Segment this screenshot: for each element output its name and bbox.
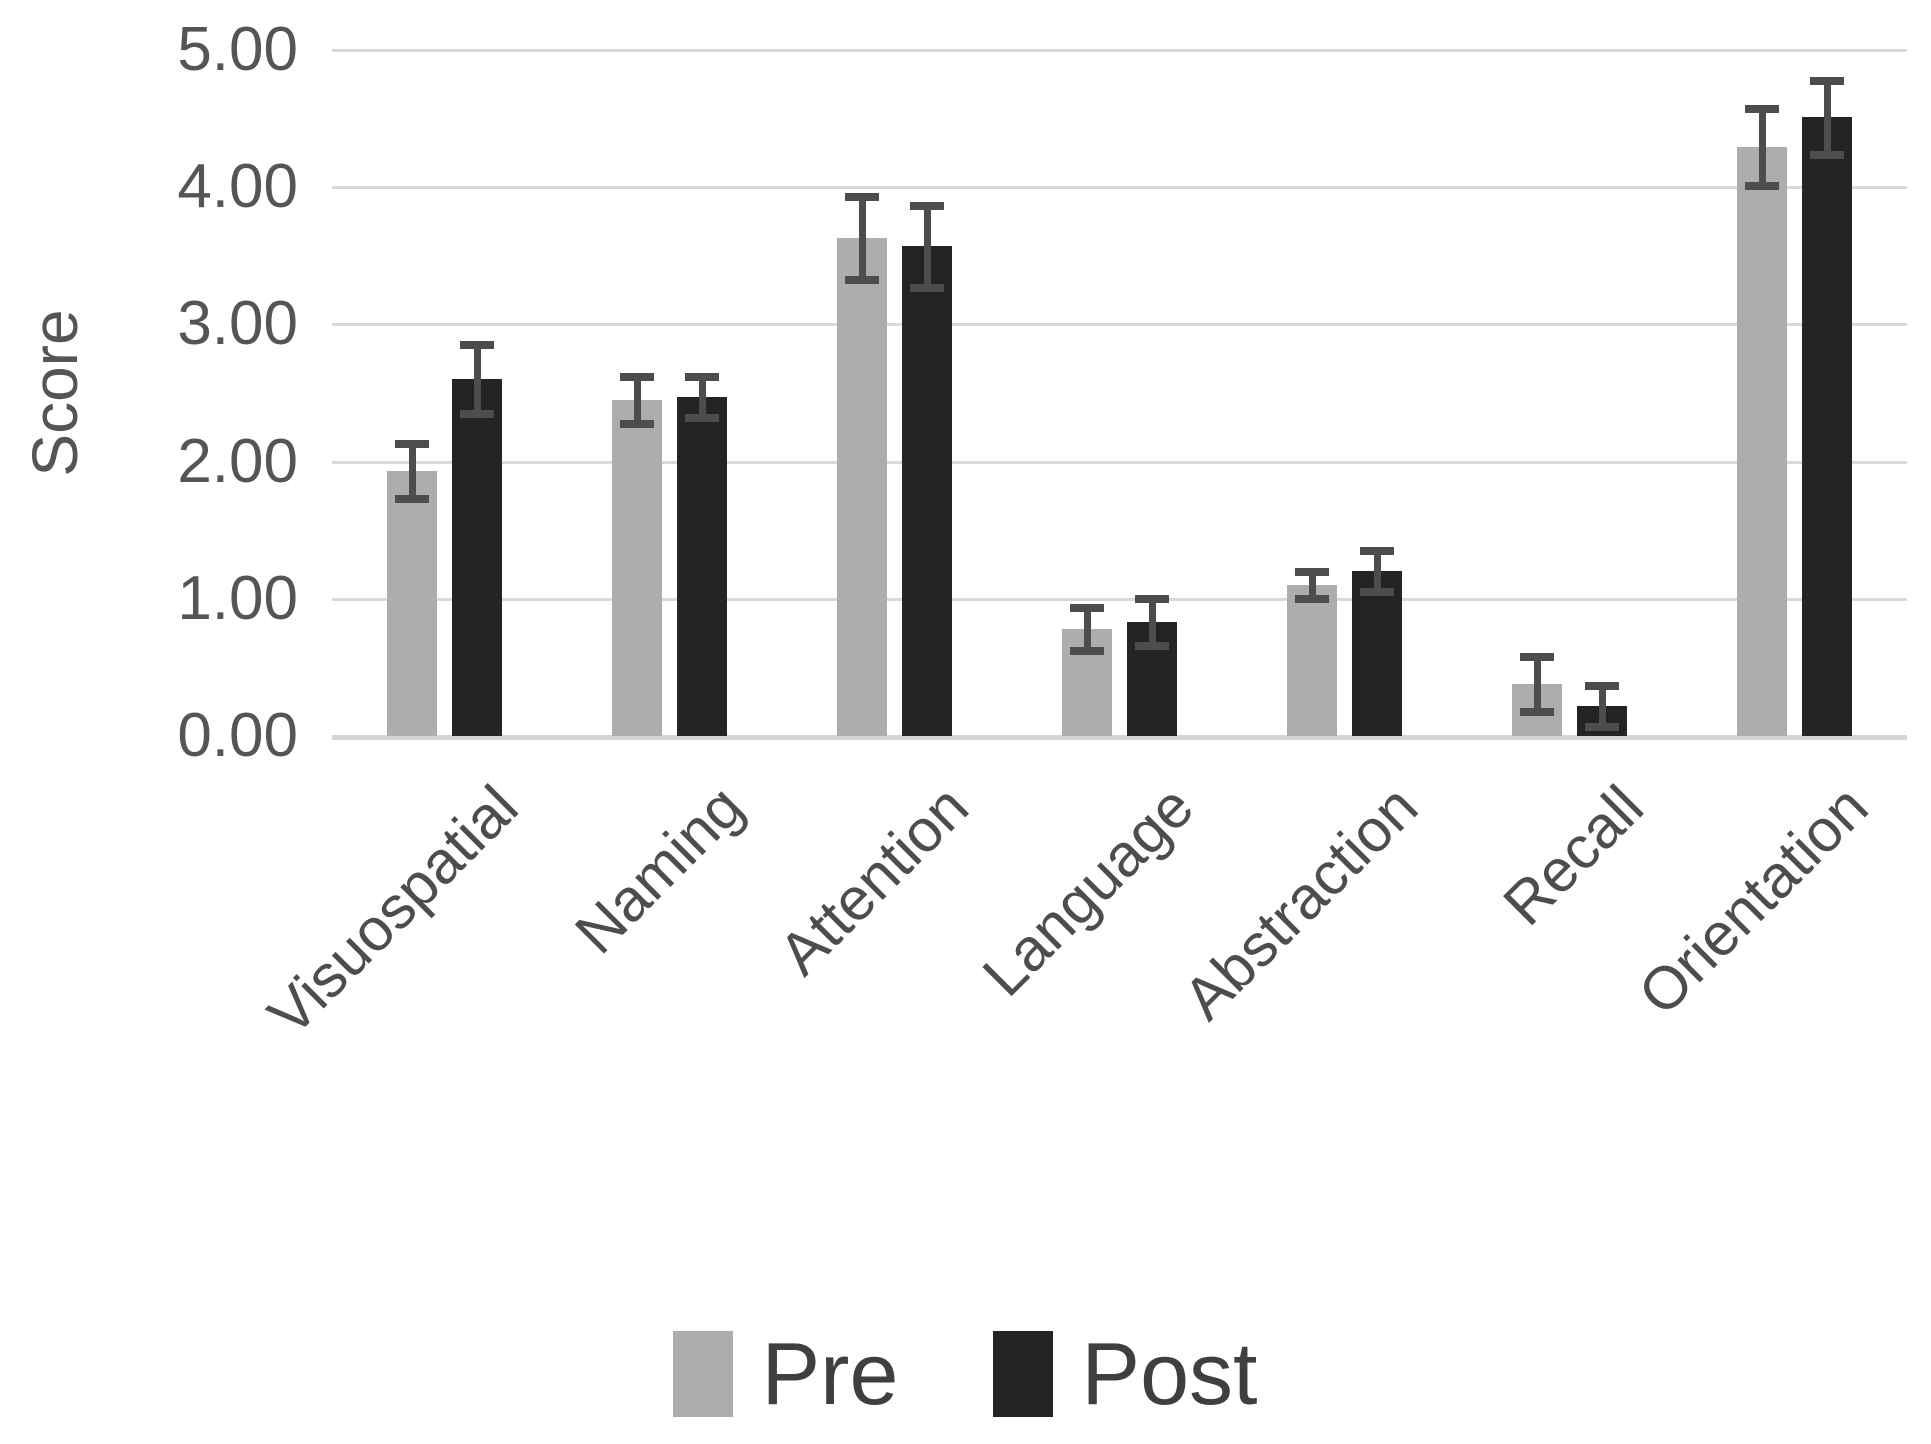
- error-bar-cap-bottom: [395, 495, 429, 504]
- y-axis-tick-labels: 5.00 4.00 3.00 2.00 1.00 0.00: [0, 19, 298, 767]
- x-axis-baseline: [332, 735, 1907, 740]
- error-bar-cap-bottom: [620, 419, 654, 428]
- bar-post-attention: [902, 246, 952, 736]
- bar-pre-naming: [612, 399, 662, 736]
- y-axis-tick-label: 2.00: [177, 426, 298, 496]
- error-bar-cap-bottom: [1585, 722, 1619, 731]
- bar-post-naming: [677, 397, 727, 736]
- plot-area: [332, 49, 1907, 740]
- error-bar-cap-top: [1585, 681, 1619, 690]
- bar-post-abstraction: [1352, 571, 1402, 736]
- x-axis-label: Orientation: [1625, 772, 1881, 1028]
- bar-pre-abstraction: [1287, 585, 1337, 736]
- error-bar-line: [1373, 550, 1381, 592]
- bar-pre-orientation: [1737, 147, 1787, 736]
- error-bar-line: [1533, 656, 1541, 712]
- legend: Pre Post: [0, 1330, 1931, 1418]
- error-bar-line: [1148, 598, 1156, 646]
- error-bar-cap-bottom: [1360, 588, 1394, 597]
- error-bar-cap-top: [1135, 595, 1169, 604]
- legend-swatch-post: [993, 1331, 1054, 1417]
- error-bar-line: [473, 344, 481, 414]
- error-bar-cap-bottom: [1295, 595, 1329, 604]
- gridline: [332, 460, 1907, 464]
- error-bar-cap-top: [1520, 652, 1554, 661]
- error-bar-cap-bottom: [845, 275, 879, 284]
- y-axis-tick-label: 1.00: [177, 563, 298, 633]
- error-bar-cap-top: [460, 341, 494, 350]
- legend-item-post: Post: [993, 1324, 1258, 1423]
- error-bar-cap-top: [1295, 567, 1329, 576]
- bar-post-orientation: [1802, 117, 1852, 736]
- bar-pre-attention: [837, 237, 887, 736]
- error-bar-line: [408, 443, 416, 499]
- error-bar-cap-top: [910, 201, 944, 210]
- error-bar-line: [1308, 571, 1316, 599]
- error-bar-line: [923, 205, 931, 288]
- error-bar-cap-bottom: [910, 283, 944, 292]
- y-axis-tick-label: 0.00: [177, 701, 298, 770]
- error-bar-cap-bottom: [685, 414, 719, 423]
- error-bar-cap-top: [1745, 105, 1779, 114]
- error-bar-cap-top: [395, 440, 429, 449]
- y-axis-tick-label: 5.00: [177, 15, 298, 84]
- error-bar-cap-bottom: [460, 410, 494, 419]
- y-axis-tick-label: 3.00: [177, 289, 298, 359]
- legend-item-pre: Pre: [673, 1330, 898, 1418]
- legend-swatch-pre: [673, 1331, 734, 1417]
- gridline: [332, 597, 1907, 601]
- legend-label-post: Post: [1081, 1324, 1258, 1423]
- error-bar-cap-bottom: [1520, 707, 1554, 716]
- error-bar-line: [858, 196, 866, 280]
- error-bar-cap-bottom: [1810, 150, 1844, 159]
- error-bar-cap-bottom: [1070, 647, 1104, 656]
- error-bar-cap-top: [1360, 547, 1394, 556]
- x-axis-label: Language: [969, 772, 1206, 1009]
- error-bar-cap-top: [685, 373, 719, 382]
- error-bar-line: [1823, 80, 1831, 155]
- error-bar-cap-top: [845, 193, 879, 202]
- error-bar-line: [1598, 685, 1606, 727]
- x-axis-label: Visuospatial: [255, 772, 531, 1049]
- error-bar-line: [1083, 607, 1091, 651]
- error-bar-cap-top: [1810, 76, 1844, 85]
- x-axis-label: Abstraction: [1170, 772, 1431, 1033]
- error-bar-cap-bottom: [1745, 182, 1779, 191]
- x-axis-label: Attention: [765, 772, 981, 988]
- gridline: [332, 186, 1907, 190]
- x-axis-label: Naming: [562, 772, 756, 967]
- bar-pre-visuospatial: [387, 471, 437, 736]
- legend-label-pre: Pre: [761, 1324, 899, 1423]
- error-bar-cap-top: [1070, 603, 1104, 612]
- y-axis-tick-label: 4.00: [177, 152, 298, 222]
- error-bar-cap-bottom: [1135, 641, 1169, 650]
- bar-post-visuospatial: [452, 379, 502, 736]
- gridline: [332, 49, 1907, 52]
- error-bar-line: [1758, 108, 1766, 186]
- gridline: [332, 323, 1907, 327]
- error-bar-line: [698, 376, 706, 418]
- error-bar-cap-top: [620, 373, 654, 382]
- x-axis-label: Recall: [1490, 772, 1656, 938]
- error-bar-line: [633, 376, 641, 424]
